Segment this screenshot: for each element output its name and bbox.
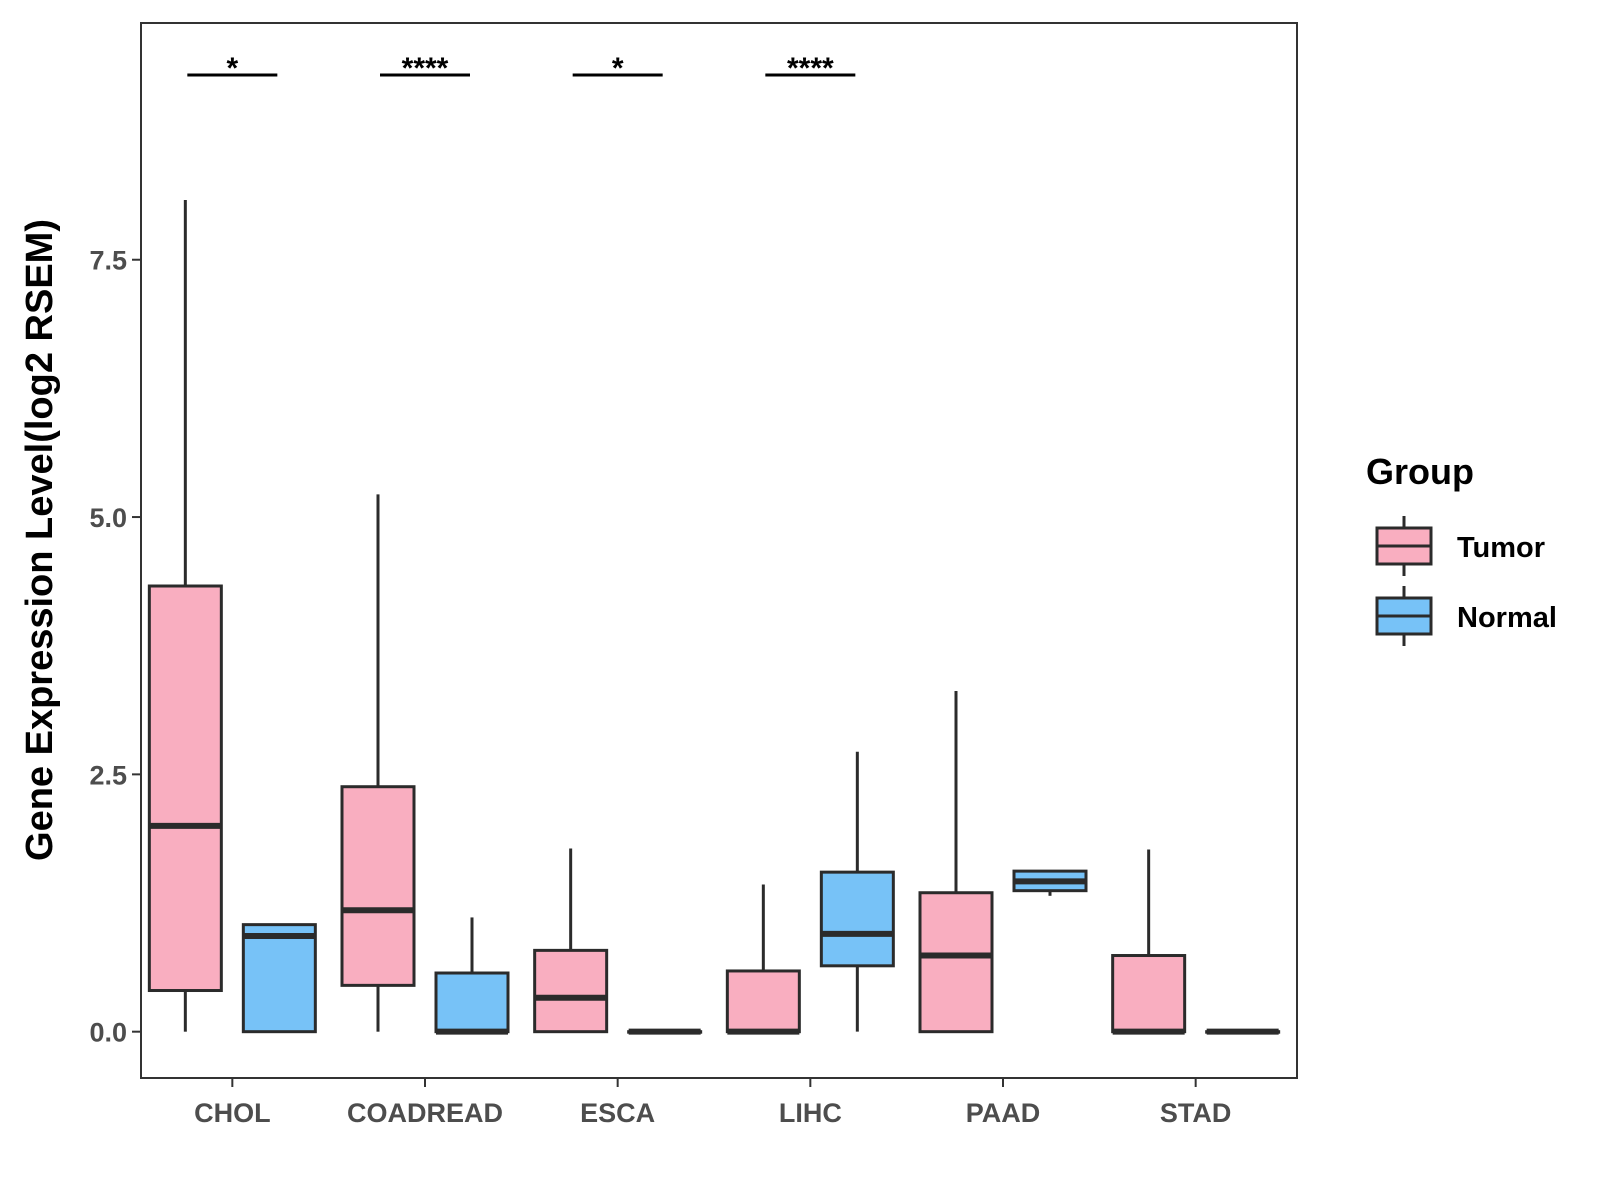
box-normal-lihc	[819, 751, 895, 1032]
box-tumor-lihc	[725, 884, 801, 1035]
y-tick-label: 5.0	[89, 503, 127, 533]
box-tumor-paad	[918, 690, 994, 1034]
legend-title: Group	[1366, 451, 1474, 492]
box-normal-chol	[241, 923, 317, 1034]
axis-ticks: 0.0 2.5 5.0 7.5 CHOL COADREAD ESCA LIHC PAAD STAD	[89, 246, 1231, 1128]
box-body	[725, 969, 801, 1034]
y-axis-label: Gene Expression Level(log2 RSEM)	[19, 219, 61, 861]
box-tumor-esca	[533, 848, 609, 1034]
x-tick-label: LIHC	[779, 1098, 842, 1128]
box-body	[147, 584, 223, 993]
box-normal-paad	[1012, 869, 1088, 896]
box-body	[918, 891, 994, 1034]
significance-label: ****	[787, 52, 834, 85]
x-tick-label: STAD	[1160, 1098, 1232, 1128]
x-tick-label: ESCA	[580, 1098, 655, 1128]
box-body	[340, 785, 416, 987]
x-tick-label: COADREAD	[347, 1098, 503, 1128]
box-body	[241, 923, 317, 1034]
plot-panel-border	[140, 22, 1298, 1079]
y-tick-label: 0.0	[89, 1018, 127, 1048]
boxes	[147, 200, 1281, 1035]
x-tick-label: CHOL	[194, 1098, 271, 1128]
significance-label: *	[612, 52, 624, 85]
significance-annotations: * **** * ****	[187, 52, 856, 85]
significance-label: *	[226, 52, 238, 85]
x-tick-label: PAAD	[966, 1098, 1041, 1128]
box-body	[434, 971, 510, 1034]
box-tumor-chol	[147, 200, 223, 1032]
legend-label: Normal	[1457, 602, 1557, 634]
box-normal-coadread	[434, 917, 510, 1035]
box-tumor-coadread	[340, 494, 416, 1032]
y-tick-label: 7.5	[89, 246, 127, 276]
legend-label: Tumor	[1457, 532, 1545, 564]
legend: Group Tumor Normal	[1366, 451, 1557, 646]
box-body	[1111, 954, 1187, 1034]
legend-key-normal: Normal	[1375, 586, 1557, 646]
significance-label: ****	[402, 52, 449, 85]
box-tumor-stad	[1111, 849, 1187, 1035]
box-normal-stad	[1205, 1028, 1281, 1035]
box-body	[533, 948, 609, 1034]
box-body	[819, 870, 895, 968]
legend-key-tumor: Tumor	[1375, 516, 1545, 576]
y-tick-label: 2.5	[89, 760, 127, 790]
box-normal-esca	[627, 1028, 703, 1035]
